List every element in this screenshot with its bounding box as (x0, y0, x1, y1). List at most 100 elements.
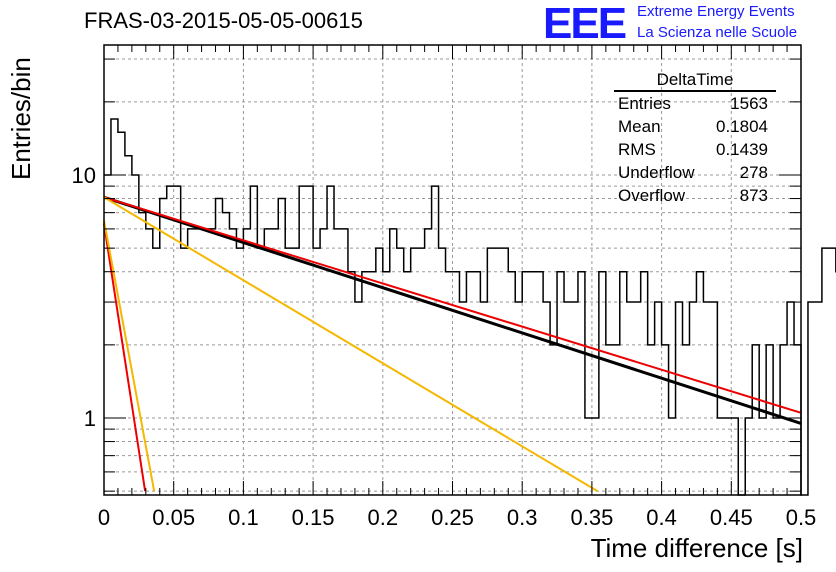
histogram-bin (285, 248, 292, 495)
y-tick-label: 1 (84, 406, 96, 431)
histogram-bin (466, 272, 473, 495)
stats-value: 1563 (730, 94, 768, 113)
fit-line-2 (103, 196, 802, 414)
y-axis-label: Entries/bin (6, 57, 36, 180)
histogram-bin (829, 248, 836, 495)
histogram-bin (383, 272, 390, 495)
histogram-bin (550, 345, 557, 495)
histogram-bin (683, 345, 690, 495)
histogram-bin (188, 229, 195, 495)
histogram-bin (571, 302, 578, 495)
stats-key: RMS (618, 140, 656, 159)
histogram-bin (731, 418, 738, 495)
stats-value: 873 (739, 186, 768, 205)
histogram-bin (348, 272, 355, 495)
y-tick-label: 10 (72, 163, 96, 188)
histogram-bin (529, 272, 536, 495)
grid (104, 45, 801, 495)
histogram-bin (313, 248, 320, 495)
x-tick-label: 0.45 (710, 505, 753, 530)
histogram-bin (222, 213, 229, 495)
x-tick-label: 0.05 (152, 505, 195, 530)
histogram-bin (390, 229, 397, 495)
stats-row-rms: RMS 0.1439 (614, 138, 776, 161)
histogram-bin (766, 345, 773, 495)
histogram-bin (522, 272, 529, 495)
histogram-bin (216, 199, 223, 495)
histogram-bin (271, 229, 278, 495)
histogram-bin (808, 302, 815, 495)
x-tick-label: 0.2 (368, 505, 399, 530)
histogram-bin (543, 302, 550, 495)
histogram-bin (264, 229, 271, 495)
logo-line-2: La Scienza nelle Scuole (637, 24, 798, 41)
histogram-bin (292, 248, 299, 495)
stats-key: Mean (618, 117, 661, 136)
tick-labels: 0 0.05 0.1 0.15 0.2 0.25 0.3 0.35 0.4 0.45 0.5 1 10 (72, 163, 817, 530)
histogram-bin (250, 186, 257, 495)
histogram-bin (306, 186, 313, 495)
histogram-bin (473, 272, 480, 495)
histogram-bin (745, 418, 752, 495)
histogram-bin (167, 186, 174, 495)
histogram-bin (243, 229, 250, 495)
fit-line-1 (103, 195, 802, 425)
histogram-bin (459, 302, 466, 495)
stats-row-underflow: Underflow 278 (614, 161, 776, 184)
histogram-bin (641, 272, 648, 495)
histogram-bin (620, 272, 627, 495)
histogram-bin (278, 199, 285, 495)
histogram-bin (160, 199, 167, 495)
stats-value: 0.1439 (716, 140, 768, 159)
histogram-bin (327, 186, 334, 495)
histogram-bin (174, 186, 181, 495)
histogram-bin (710, 302, 717, 495)
fit-line-4 (103, 223, 147, 492)
histogram-bin (536, 272, 543, 495)
stats-title: DeltaTime (614, 70, 776, 92)
stats-box: DeltaTime Entries 1563 Mean 0.1804 RMS 0… (614, 70, 776, 207)
histogram-bin (362, 272, 369, 495)
stats-row-overflow: Overflow 873 (614, 184, 776, 207)
fit-line-5 (103, 220, 156, 492)
histogram-bin (501, 248, 508, 495)
histogram-bin (703, 302, 710, 495)
histogram-bin (202, 229, 209, 495)
histogram-bin (425, 229, 432, 495)
x-tick-label: 0.3 (507, 505, 538, 530)
histogram-bin (578, 272, 585, 495)
histogram-bin (439, 248, 446, 495)
histogram-bin (752, 345, 759, 495)
x-tick-label: 0.25 (431, 505, 474, 530)
histogram-bin (494, 248, 501, 495)
histogram-bin (592, 418, 599, 495)
histogram-bin (662, 345, 669, 495)
x-tick-label: 0.15 (292, 505, 335, 530)
histogram-bin (689, 302, 696, 495)
histogram-bin (355, 302, 362, 495)
histogram-bin (195, 229, 202, 495)
axis-ticks (103, 45, 802, 495)
histogram-bin (599, 272, 606, 495)
histogram-bin (676, 302, 683, 495)
stats-row-entries: Entries 1563 (614, 92, 776, 115)
histogram-bin (613, 345, 620, 495)
histogram-bin (487, 248, 494, 495)
stats-key: Overflow (618, 186, 686, 205)
stats-key: Entries (618, 94, 671, 113)
histogram-bin (717, 418, 724, 495)
histogram-bin (480, 302, 487, 495)
histogram-bin (299, 186, 306, 495)
histogram-bin (627, 302, 634, 495)
histogram-bin (432, 186, 439, 495)
x-tick-label: 0.1 (228, 505, 259, 530)
histogram-bin (369, 272, 376, 495)
histogram-bin (508, 272, 515, 495)
histogram-bin (773, 418, 780, 495)
x-tick-label: 0.5 (786, 505, 817, 530)
histogram-bin (815, 302, 822, 495)
x-axis-label: Time difference [s] (590, 533, 803, 563)
histogram-bin (236, 248, 243, 495)
histogram-bin (411, 248, 418, 495)
